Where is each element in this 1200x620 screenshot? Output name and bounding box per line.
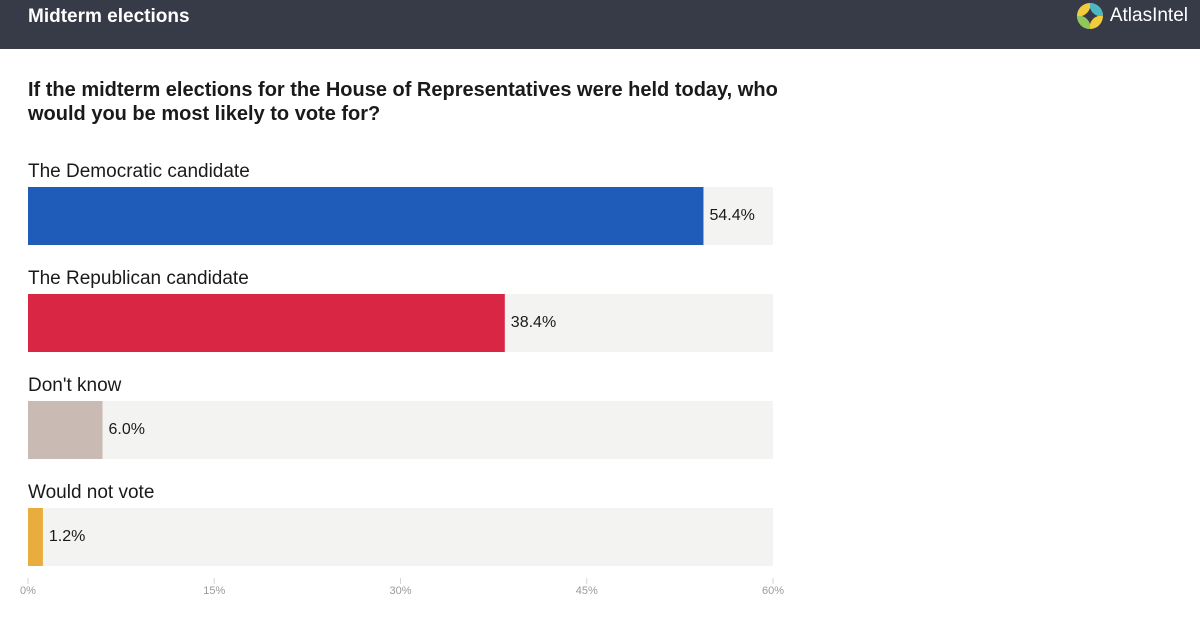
x-tick-label: 0%	[20, 585, 36, 597]
data-label: 1.2%	[49, 528, 85, 545]
category-label: The Democratic candidate	[28, 161, 250, 182]
x-tick-label: 15%	[203, 585, 225, 597]
bar	[28, 187, 704, 245]
x-tick-label: 60%	[762, 585, 784, 597]
chart-title: If the midterm elections for the House o…	[28, 79, 778, 125]
brand: AtlasIntel	[1076, 2, 1188, 30]
x-tick-label: 30%	[389, 585, 411, 597]
section-title: Midterm elections	[28, 6, 190, 27]
data-label: 6.0%	[109, 421, 145, 438]
category-label: Would not vote	[28, 482, 154, 503]
bar	[28, 294, 505, 352]
data-label: 38.4%	[511, 314, 556, 331]
atlasintel-logo-icon	[1076, 3, 1103, 29]
category-label: Don't know	[28, 375, 122, 396]
x-tick-label: 45%	[576, 585, 598, 597]
bar	[28, 508, 43, 566]
data-label: 54.4%	[709, 207, 754, 224]
top-bar: Midterm elections AtlasIntel	[0, 0, 1200, 49]
category-label: The Republican candidate	[28, 268, 249, 289]
bar-track	[28, 401, 773, 459]
brand-name: AtlasIntel	[1109, 5, 1188, 26]
bar	[28, 401, 103, 459]
bar-track	[28, 508, 773, 566]
